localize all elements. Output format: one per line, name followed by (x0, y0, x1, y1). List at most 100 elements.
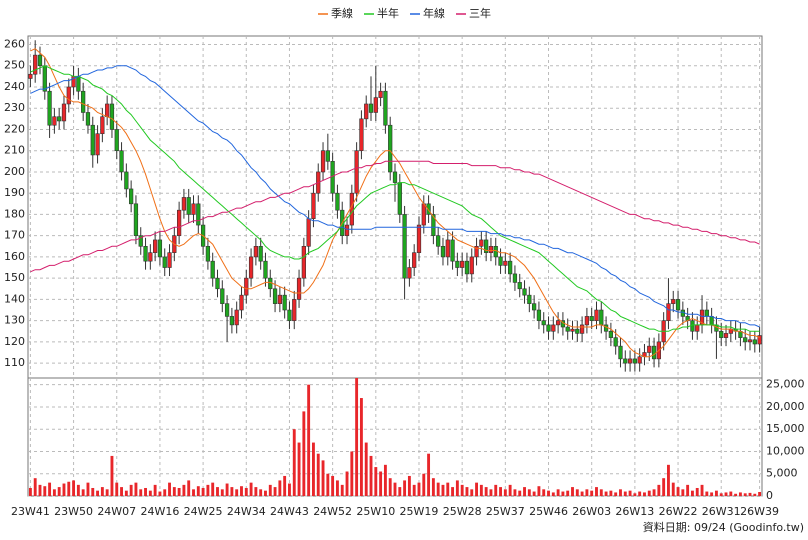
volume-bar (556, 489, 560, 496)
volume-bar (321, 460, 325, 496)
ma-line (30, 65, 760, 332)
volume-bar (139, 489, 143, 496)
y2-tick-label: 15,000 (766, 422, 805, 435)
volume-bar (163, 489, 167, 496)
volume-bar (758, 491, 762, 496)
volume-bar (388, 478, 392, 496)
candle-body (627, 358, 633, 364)
y2-tick-label: 25,000 (766, 378, 805, 391)
volume-bar (52, 489, 56, 496)
volume-bar (580, 491, 584, 496)
candle-body (335, 192, 340, 211)
volume-bar (201, 487, 205, 496)
ma-line (30, 65, 760, 328)
volume-bar (681, 489, 685, 496)
y-tick-label: 190 (4, 186, 25, 199)
volume-bar (244, 487, 248, 496)
volume-bar (86, 482, 90, 496)
volume-bar (734, 493, 738, 496)
volume-bar (417, 482, 421, 496)
candle-body (234, 309, 239, 326)
x-tick-label: 26W39 (740, 505, 779, 518)
volume-bar (240, 486, 243, 496)
volume-bar (523, 487, 526, 496)
candle-body (138, 235, 143, 247)
volume-bar (475, 482, 478, 496)
volume-bar (566, 490, 570, 496)
x-tick-label: 26W31 (702, 505, 741, 518)
volume-bar (211, 482, 215, 496)
candle-body (666, 303, 671, 321)
volume-bar (124, 490, 128, 496)
volume-bar (431, 478, 435, 496)
ma-line (30, 48, 760, 358)
candle-body (594, 309, 599, 321)
volume-bar (182, 484, 186, 496)
candle-body (196, 203, 201, 226)
plot-frame (27, 35, 763, 497)
volume-bar (455, 480, 459, 496)
volume-bar (187, 480, 191, 496)
volume-bar (489, 489, 493, 496)
legend-label: 年線 (423, 6, 445, 20)
volume-bar (220, 489, 224, 496)
volume-bar (753, 493, 757, 496)
volume-bar (273, 487, 277, 496)
volume-bar (105, 489, 109, 496)
candle-body (109, 103, 115, 130)
candle-body (747, 339, 753, 343)
candle-body (709, 316, 714, 326)
candle-body (579, 324, 585, 334)
volume-bar (326, 473, 330, 496)
volume-bar (278, 480, 282, 496)
x-tick-label: 25W28 (443, 505, 482, 518)
volume-bar (350, 451, 354, 496)
volume-bar (283, 475, 287, 496)
volume-bar (604, 491, 608, 496)
candle-body (546, 324, 551, 332)
volume-bar (623, 491, 627, 496)
candle-body (407, 267, 412, 279)
candle-body (608, 330, 614, 338)
volume-bar (585, 489, 589, 496)
x-tick-label: 26W22 (659, 505, 698, 518)
y-tick-label: 160 (4, 250, 25, 263)
candle-body (503, 260, 508, 266)
volume-bar (96, 490, 100, 496)
volume-bar (158, 491, 162, 496)
y-tick-label: 140 (4, 292, 25, 305)
volume-bar (537, 486, 541, 496)
volume-bar (671, 482, 675, 496)
candle-body (460, 260, 465, 268)
y2-tick-label: 20,000 (766, 400, 805, 413)
candle-body (551, 324, 556, 332)
candle-body (263, 260, 268, 279)
candle-body (651, 345, 657, 360)
candle-body (584, 316, 590, 326)
candle-body (229, 316, 235, 326)
candle-body (455, 260, 460, 268)
candle-body (354, 150, 359, 194)
candle-body (527, 294, 532, 304)
volume-bar (259, 489, 263, 496)
volume-bar (633, 493, 637, 496)
candle-body (599, 309, 604, 326)
volume-bar (714, 490, 718, 496)
candle-body (623, 358, 628, 364)
volume-bar (335, 480, 339, 496)
volume-bar (316, 453, 320, 496)
volume-bar (374, 467, 378, 496)
candle-body (565, 326, 570, 332)
volume-bar (76, 484, 80, 496)
volume-bar (412, 484, 416, 496)
candle-body (157, 239, 163, 258)
x-tick-label: 23W50 (54, 505, 93, 518)
candle-body (426, 203, 431, 215)
candle-body (95, 133, 100, 156)
volume-bar (383, 464, 387, 496)
volume-bar (148, 490, 152, 496)
volume-bar (503, 489, 507, 496)
candle-body (675, 299, 681, 311)
candle-body (105, 103, 110, 118)
x-tick-label: 26W03 (572, 505, 611, 518)
